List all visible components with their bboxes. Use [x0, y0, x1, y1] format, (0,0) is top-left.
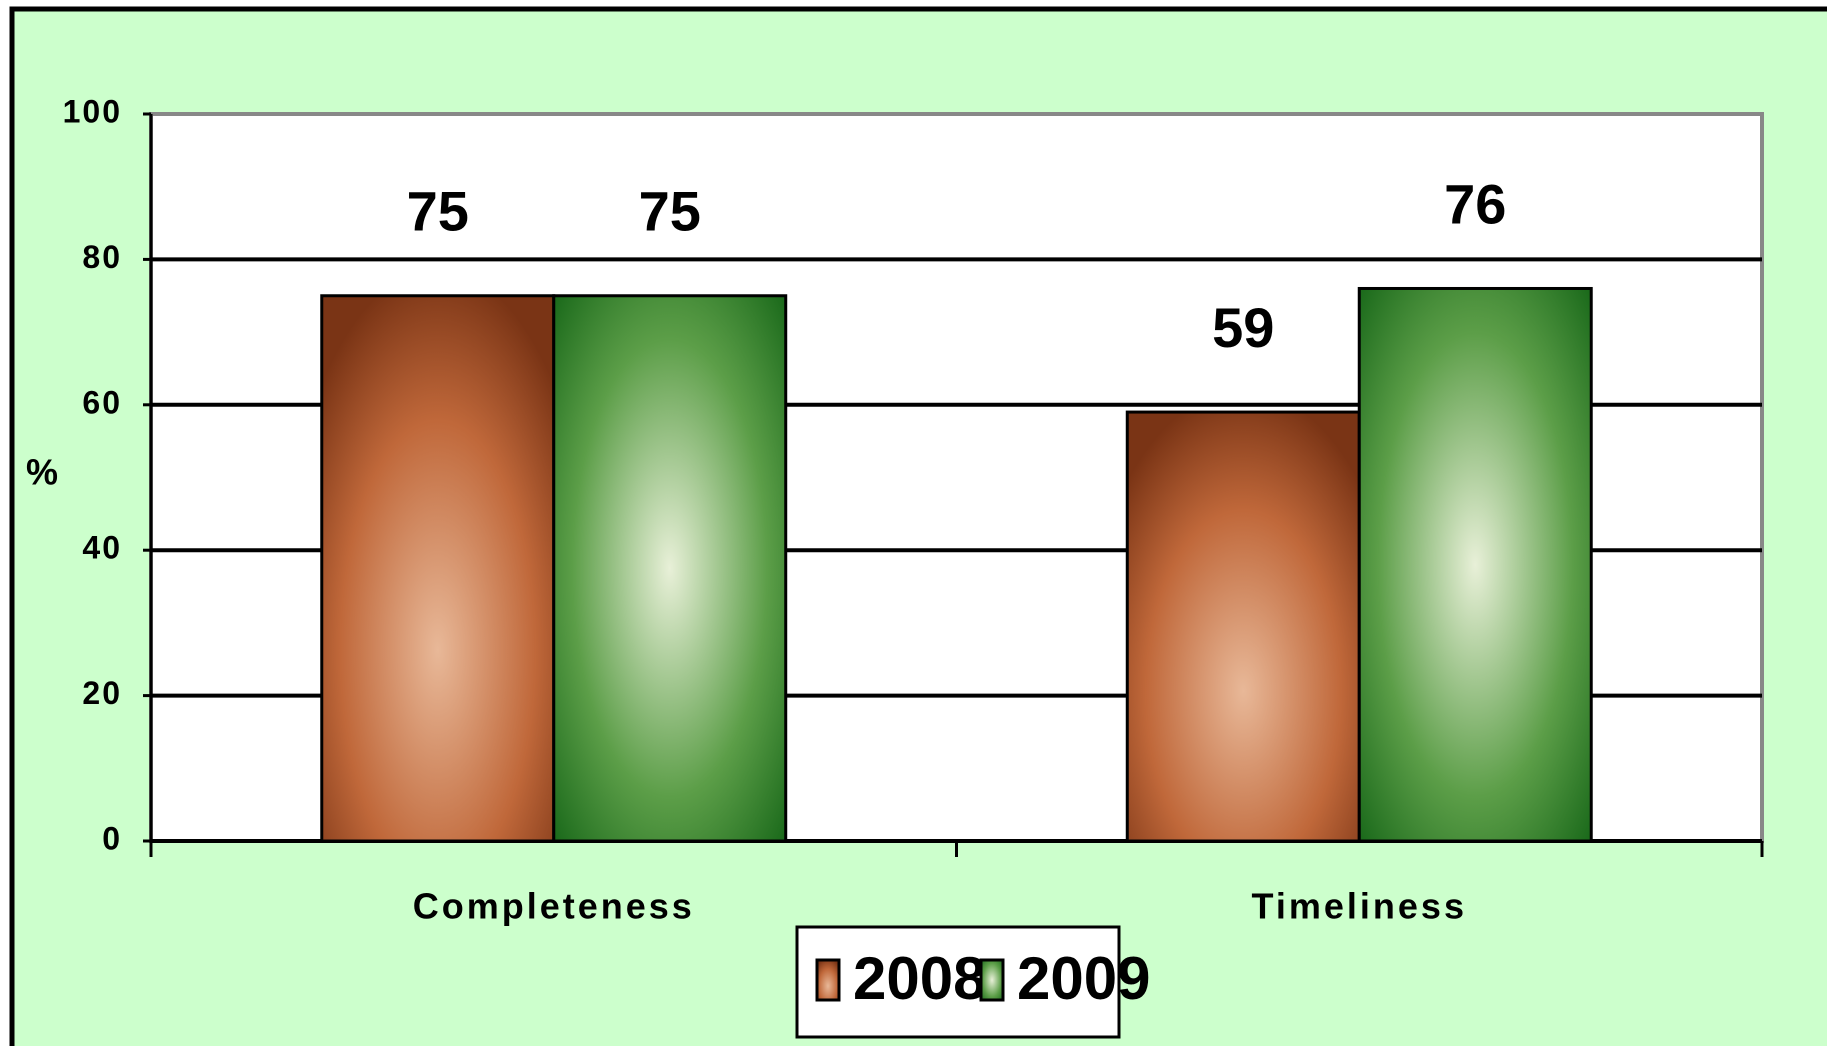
legend — [795, 925, 1121, 1039]
y-tick-label: 40 — [82, 530, 122, 566]
data-label: 76 — [1444, 172, 1506, 235]
data-label: 75 — [639, 180, 701, 243]
y-tick-label: 0 — [102, 820, 122, 856]
x-tick-label: Completeness — [413, 886, 695, 927]
legend-label: 2008 — [853, 945, 986, 1012]
bar — [320, 294, 556, 843]
bar — [1357, 286, 1593, 843]
x-tick-label: Timeliness — [1252, 886, 1467, 927]
legend-swatch — [979, 958, 1005, 1002]
data-label: 75 — [407, 180, 469, 243]
y-tick-label: 80 — [82, 239, 122, 275]
bar — [1125, 410, 1361, 843]
legend-swatch — [815, 958, 841, 1002]
legend-label: 2009 — [1017, 945, 1150, 1012]
y-tick-label: 20 — [82, 675, 122, 711]
data-label: 59 — [1212, 296, 1274, 359]
bar — [552, 294, 788, 843]
legend-box — [795, 925, 1121, 1039]
y-axis-label: % — [26, 452, 60, 493]
y-tick-label: 100 — [63, 93, 122, 129]
y-tick-label: 60 — [82, 384, 122, 420]
